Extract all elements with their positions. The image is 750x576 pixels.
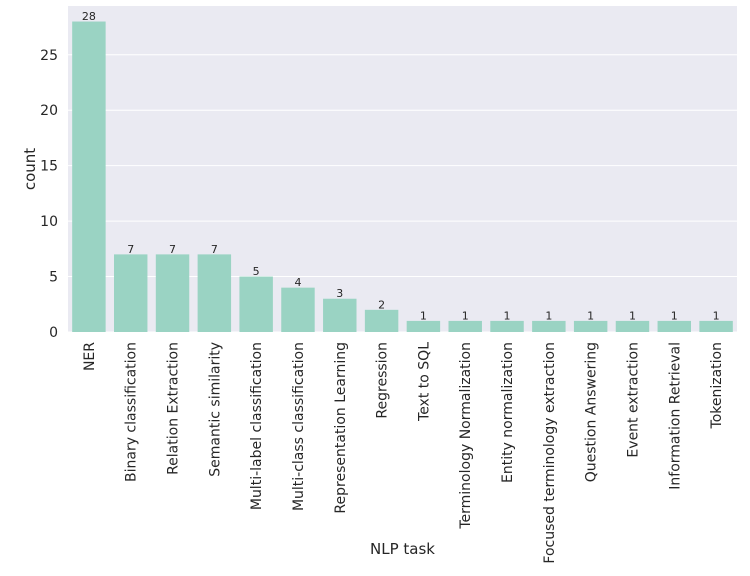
- x-tick-label: Text to SQL: [416, 342, 432, 422]
- x-tick-label: Representation Learning: [333, 342, 349, 514]
- x-tick-label: Question Answering: [584, 342, 600, 482]
- x-axis-title: NLP task: [370, 540, 435, 558]
- data-label: 28: [82, 10, 96, 23]
- bar: [615, 320, 650, 332]
- x-axis-ticks: NER Binary classification Relation Extract…: [82, 342, 725, 564]
- x-tick-label: Regression: [375, 342, 391, 419]
- bar: [113, 254, 148, 332]
- x-tick-label: Tokenization: [709, 342, 725, 429]
- data-label: 4: [294, 276, 301, 289]
- x-tick-label: Multi-label classification: [249, 342, 265, 510]
- data-label: 1: [504, 309, 511, 322]
- data-label: 2: [378, 298, 385, 311]
- y-axis-ticks: 0 5 10 15 20 25: [40, 48, 58, 341]
- data-label: 7: [169, 243, 176, 256]
- bar: [490, 320, 524, 332]
- y-tick-label: 20: [40, 103, 58, 119]
- x-tick-label: Event extraction: [625, 342, 641, 458]
- y-tick-label: 15: [40, 159, 58, 175]
- y-axis-title: count: [21, 148, 39, 190]
- x-tick-label: Information Retrieval: [667, 342, 683, 490]
- y-tick-label: 5: [49, 270, 58, 286]
- x-tick-label: Binary classification: [124, 342, 140, 482]
- bar: [532, 320, 566, 332]
- bar: [364, 309, 399, 332]
- data-label: 7: [211, 243, 218, 256]
- y-tick-label: 0: [49, 325, 58, 341]
- x-tick-label: NER: [82, 342, 98, 371]
- x-tick-label: Terminology Normalization: [458, 342, 474, 530]
- bar: [699, 320, 733, 332]
- data-label: 1: [420, 309, 427, 322]
- data-labels: 28 7 7 7 5 4 3 2 1 1 1 1 1 1 1 1: [82, 10, 720, 322]
- y-tick-label: 10: [40, 214, 58, 230]
- data-label: 1: [671, 309, 678, 322]
- data-label: 1: [545, 309, 552, 322]
- bars: [72, 21, 733, 333]
- x-tick-label: Focused terminology extraction: [542, 342, 558, 564]
- bar: [323, 298, 357, 332]
- bar: [448, 320, 482, 332]
- bar: [72, 21, 106, 333]
- y-tick-label: 25: [40, 48, 58, 64]
- data-label: 7: [127, 243, 134, 256]
- x-tick-label: Entity normalization: [500, 342, 516, 483]
- data-label: 3: [336, 287, 343, 300]
- bar: [239, 276, 273, 332]
- x-tick-label: Relation Extraction: [166, 342, 182, 475]
- bar: [155, 254, 190, 332]
- x-tick-label: Multi-class classification: [291, 342, 307, 511]
- bar: [406, 320, 441, 332]
- bar: [281, 287, 315, 332]
- data-label: 1: [713, 309, 720, 322]
- bar: [197, 254, 232, 332]
- x-tick-label: Semantic similarity: [207, 342, 223, 477]
- data-label: 1: [629, 309, 636, 322]
- bar: [573, 320, 608, 332]
- bar: [657, 320, 692, 332]
- data-label: 1: [462, 309, 469, 322]
- data-label: 5: [253, 265, 260, 278]
- data-label: 1: [587, 309, 594, 322]
